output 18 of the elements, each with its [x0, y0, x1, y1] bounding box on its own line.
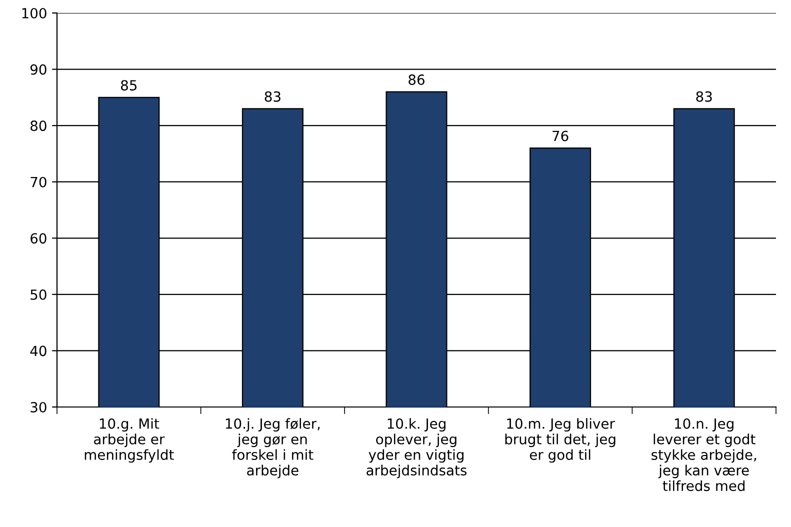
- data-label: 85: [121, 80, 137, 91]
- x-tick-label: 10.g. Mit arbejde er meningsfyldt: [84, 418, 174, 463]
- y-tick-label: 60: [30, 233, 46, 244]
- data-label: 76: [552, 130, 568, 142]
- y-tick-label: 30: [30, 402, 46, 412]
- y-tick-label: 100: [22, 8, 46, 18]
- x-tick-label: 10.m. Jeg bliver brugt til det, jeg er god til: [505, 418, 616, 463]
- data-label: 86: [408, 74, 424, 85]
- data-label: 83: [264, 91, 280, 102]
- x-tick-label: 10.n. Jeg leverer et godt stykke arbejde, jeg kan være tilfreds med: [652, 418, 756, 492]
- y-tick-label: 50: [30, 289, 46, 300]
- y-tick-label: 40: [30, 346, 46, 356]
- x-tick-label: 10.k. Jeg oplever, jeg yder en vigtig arbejdsindsats: [366, 418, 467, 478]
- y-tick-label: 70: [30, 176, 46, 188]
- x-tick-label: 10.j. Jeg føler, jeg gør en forskel i mit arbejde: [226, 418, 320, 478]
- y-tick-label: 90: [30, 64, 46, 75]
- y-tick-label: 80: [30, 120, 46, 132]
- data-label: 83: [696, 91, 712, 102]
